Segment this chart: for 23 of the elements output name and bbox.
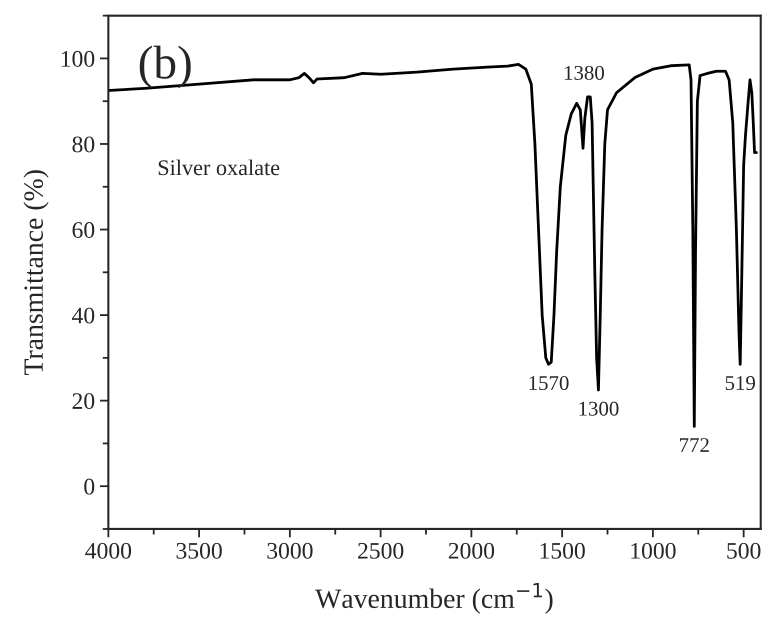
y-tick-label: 60 [72,222,94,238]
y-tick-label: 0 [84,478,94,495]
annotation: 1380 [564,66,604,80]
annotation: Silver oxalate [158,160,280,176]
annotation: 1300 [579,402,618,416]
x-tick-label: 500 [727,542,760,559]
x-tick-label: 3500 [176,542,222,559]
x-tick-label: 4000 [85,542,132,559]
annotation: 772 [680,438,709,452]
x-tick-label: 3000 [267,542,313,559]
annotation: 1570 [530,376,569,390]
annotation: 519 [726,376,755,390]
y-axis-title: Transmittance (%) [23,170,49,376]
y-tick-label: 80 [72,136,94,152]
y-tick-label: 40 [72,308,94,324]
x-tick-label: 2500 [358,542,404,559]
y-tick-label: 100 [62,50,94,67]
x-tick-label: 1500 [540,542,585,559]
x-tick-label: 1000 [631,542,676,559]
y-tick-label: 20 [72,393,94,410]
x-axis-title: Wavenumber (cm$^{−1}$) [315,583,553,614]
x-tick-label: 2000 [448,542,494,559]
annotation: (b) [140,46,191,88]
